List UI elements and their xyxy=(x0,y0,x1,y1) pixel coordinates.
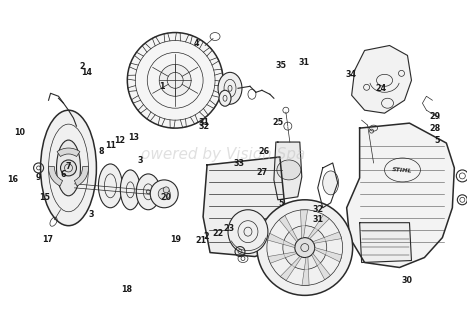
Ellipse shape xyxy=(136,174,160,210)
Circle shape xyxy=(146,190,150,194)
Polygon shape xyxy=(347,123,454,268)
Circle shape xyxy=(163,187,169,193)
Text: 12: 12 xyxy=(114,136,125,145)
Text: 23: 23 xyxy=(224,224,235,233)
Polygon shape xyxy=(312,253,330,280)
Text: 5: 5 xyxy=(434,136,440,145)
Text: 4: 4 xyxy=(194,39,199,48)
Ellipse shape xyxy=(277,160,301,180)
Text: 33: 33 xyxy=(233,159,244,168)
Text: 31: 31 xyxy=(299,58,309,67)
Circle shape xyxy=(127,32,223,128)
Text: 22: 22 xyxy=(212,229,223,238)
Polygon shape xyxy=(300,210,307,238)
Text: 32: 32 xyxy=(198,122,209,131)
Text: STIHL: STIHL xyxy=(392,167,413,173)
Text: 19: 19 xyxy=(170,235,181,243)
Text: 10: 10 xyxy=(14,129,25,138)
Circle shape xyxy=(159,64,191,96)
Text: 1: 1 xyxy=(159,82,164,91)
Polygon shape xyxy=(280,256,302,281)
Text: 11: 11 xyxy=(105,141,116,150)
Text: 16: 16 xyxy=(7,175,18,184)
Text: 26: 26 xyxy=(259,147,270,156)
Polygon shape xyxy=(314,248,342,262)
Ellipse shape xyxy=(218,72,242,104)
Text: 13: 13 xyxy=(128,133,139,142)
Circle shape xyxy=(60,160,76,176)
Text: 30: 30 xyxy=(401,276,412,285)
Ellipse shape xyxy=(323,171,339,195)
Text: 31: 31 xyxy=(313,214,323,224)
Text: 20: 20 xyxy=(161,193,172,202)
Polygon shape xyxy=(302,257,309,285)
Text: 15: 15 xyxy=(39,193,51,202)
Wedge shape xyxy=(57,148,80,157)
Polygon shape xyxy=(274,142,302,200)
Wedge shape xyxy=(74,166,88,186)
Text: 5: 5 xyxy=(278,199,284,208)
Text: 17: 17 xyxy=(42,235,53,243)
Text: 28: 28 xyxy=(429,124,440,133)
Ellipse shape xyxy=(41,110,96,226)
Circle shape xyxy=(295,238,315,257)
Text: 6: 6 xyxy=(61,170,66,179)
Text: 29: 29 xyxy=(429,112,440,121)
Polygon shape xyxy=(203,157,285,256)
Ellipse shape xyxy=(219,90,231,106)
Ellipse shape xyxy=(57,140,80,196)
Polygon shape xyxy=(268,252,297,263)
Text: 24: 24 xyxy=(375,84,387,93)
Circle shape xyxy=(257,200,353,295)
Ellipse shape xyxy=(150,180,178,208)
Text: 3: 3 xyxy=(89,210,95,219)
Polygon shape xyxy=(351,45,411,113)
Text: 25: 25 xyxy=(273,118,284,127)
Text: 2: 2 xyxy=(203,231,209,240)
Ellipse shape xyxy=(228,210,268,254)
Text: 9: 9 xyxy=(35,173,41,182)
Circle shape xyxy=(283,226,327,269)
Polygon shape xyxy=(313,232,342,243)
Text: 7: 7 xyxy=(66,162,71,171)
Wedge shape xyxy=(49,166,63,186)
Polygon shape xyxy=(268,233,295,248)
Ellipse shape xyxy=(158,188,170,200)
Text: 2: 2 xyxy=(80,62,85,71)
Polygon shape xyxy=(359,223,411,263)
Text: 3: 3 xyxy=(138,156,143,165)
Text: 8: 8 xyxy=(98,147,104,156)
Polygon shape xyxy=(279,215,298,242)
Text: 18: 18 xyxy=(121,285,132,294)
Text: 27: 27 xyxy=(256,168,268,177)
Ellipse shape xyxy=(120,170,140,210)
Text: owered by Vision Spa: owered by Vision Spa xyxy=(141,147,305,162)
Text: 14: 14 xyxy=(81,69,93,78)
Text: 31: 31 xyxy=(198,118,209,127)
Text: 21: 21 xyxy=(196,236,207,245)
Text: 32: 32 xyxy=(313,205,323,214)
Ellipse shape xyxy=(98,164,122,208)
Text: 34: 34 xyxy=(345,70,356,79)
Text: 35: 35 xyxy=(275,61,286,70)
Polygon shape xyxy=(308,215,329,239)
